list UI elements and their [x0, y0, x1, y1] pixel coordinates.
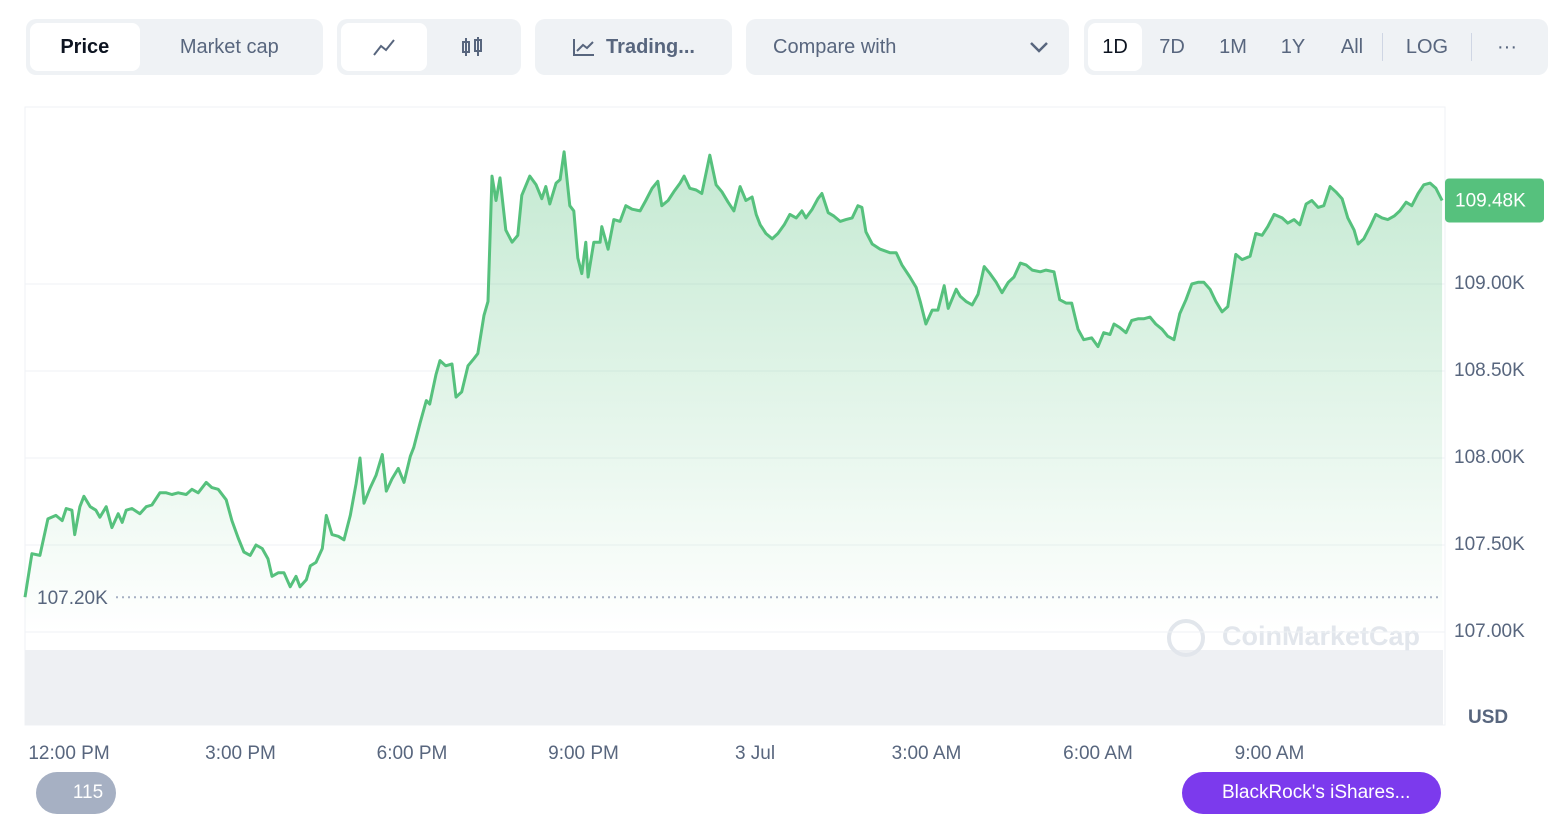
separator — [1471, 33, 1472, 61]
currency-label: USD — [1468, 707, 1508, 728]
y-tick-label: 108.50K — [1454, 360, 1525, 381]
count-pill[interactable] — [36, 772, 116, 814]
range-button[interactable]: 7D — [1159, 35, 1185, 58]
candle-button[interactable] — [427, 23, 517, 71]
log-button[interactable]: LOG — [1405, 35, 1449, 58]
trading-label: Trading... — [606, 35, 695, 58]
compare-label: Compare with — [773, 35, 897, 58]
x-tick-label: 9:00 PM — [548, 743, 619, 764]
price-line — [23, 150, 1444, 598]
news-label: BlackRock's iShares... — [1222, 782, 1410, 803]
more-button[interactable]: ··· — [1497, 35, 1517, 58]
compare-dropdown[interactable]: Compare with — [746, 19, 1069, 75]
trading-button[interactable]: Trading... — [535, 19, 732, 75]
chevron — [1030, 42, 1048, 53]
x-tick-label: 6:00 PM — [377, 743, 448, 764]
range-button[interactable]: 1Y — [1280, 35, 1306, 58]
trading-icon — [573, 39, 595, 56]
x-tick-label: 9:00 AM — [1235, 743, 1305, 764]
separator — [1382, 33, 1383, 61]
start-label: 107.20K — [37, 588, 108, 609]
x-tick-label: 3:00 PM — [205, 743, 276, 764]
market-cap-tab[interactable]: Market cap — [179, 35, 279, 58]
line-button[interactable] — [341, 23, 427, 71]
y-tick-label: 107.00K — [1454, 621, 1525, 642]
current-badge — [1445, 178, 1544, 223]
x-tick-label: 3:00 AM — [892, 743, 962, 764]
x-tick-label: 3 Jul — [735, 743, 775, 764]
x-tick-label: 12:00 PM — [28, 743, 109, 764]
count-label: 115 — [73, 782, 103, 803]
current-label: 109.48K — [1455, 190, 1526, 211]
range-button[interactable]: All — [1340, 35, 1364, 58]
news-pill[interactable] — [1182, 772, 1441, 814]
y-tick-label: 109.00K — [1454, 273, 1525, 294]
chart-type-group — [337, 19, 521, 75]
volume-area — [25, 650, 1443, 725]
y-tick-label: 107.50K — [1454, 534, 1525, 555]
range-button[interactable]: 1M — [1219, 35, 1247, 58]
y-tick-label: 108.00K — [1454, 447, 1525, 468]
tab-group: Price Market cap — [26, 19, 323, 75]
x-tick-label: 6:00 AM — [1063, 743, 1133, 764]
area — [25, 151, 1443, 633]
range-button[interactable]: 1D — [1088, 23, 1142, 71]
price-tab[interactable]: Price — [30, 23, 140, 71]
range-group: 1D 7D 1M 1Y All LOG ··· — [1084, 19, 1548, 75]
